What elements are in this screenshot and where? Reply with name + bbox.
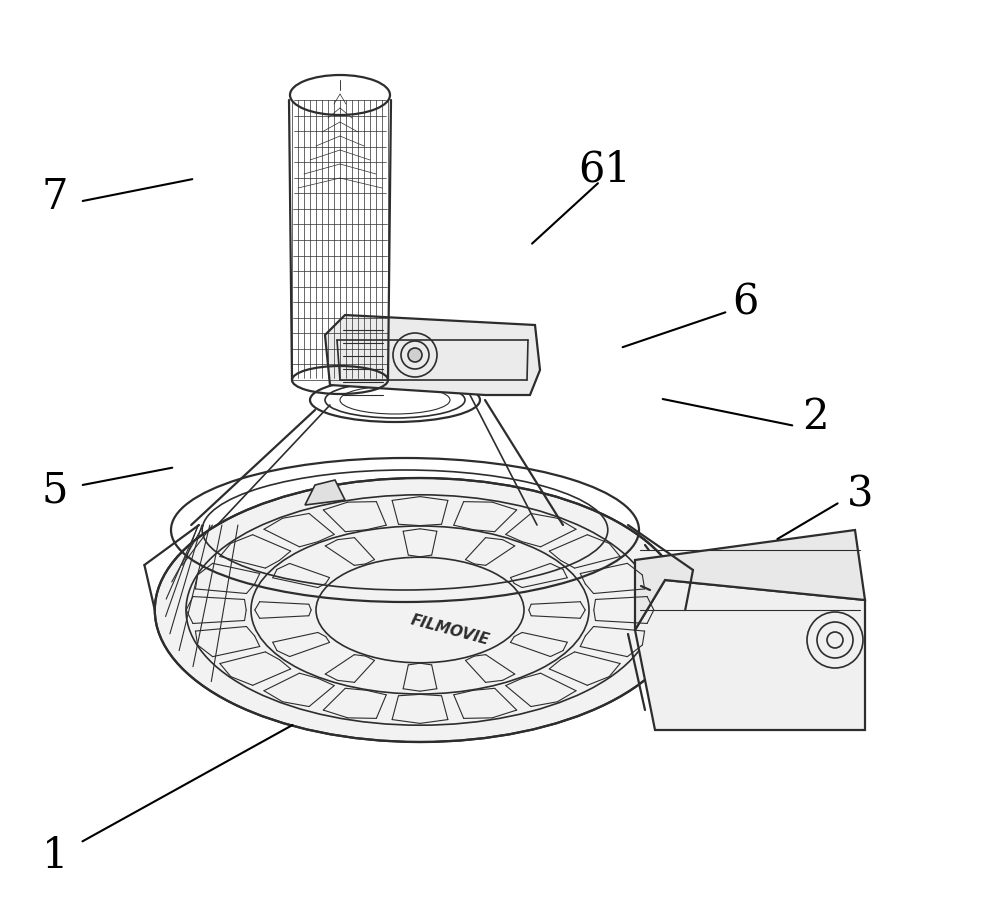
Text: 61: 61 (579, 148, 631, 191)
Text: 1: 1 (42, 835, 68, 878)
Text: 6: 6 (732, 281, 758, 323)
Ellipse shape (155, 478, 685, 742)
Circle shape (408, 348, 422, 362)
Polygon shape (635, 580, 865, 730)
Text: 5: 5 (42, 469, 68, 511)
Polygon shape (325, 315, 540, 395)
Polygon shape (305, 480, 345, 505)
Text: 7: 7 (42, 176, 68, 218)
Text: FILMOVIE: FILMOVIE (409, 612, 491, 648)
Polygon shape (635, 530, 865, 630)
Text: 2: 2 (802, 396, 828, 438)
Text: 3: 3 (847, 474, 873, 516)
